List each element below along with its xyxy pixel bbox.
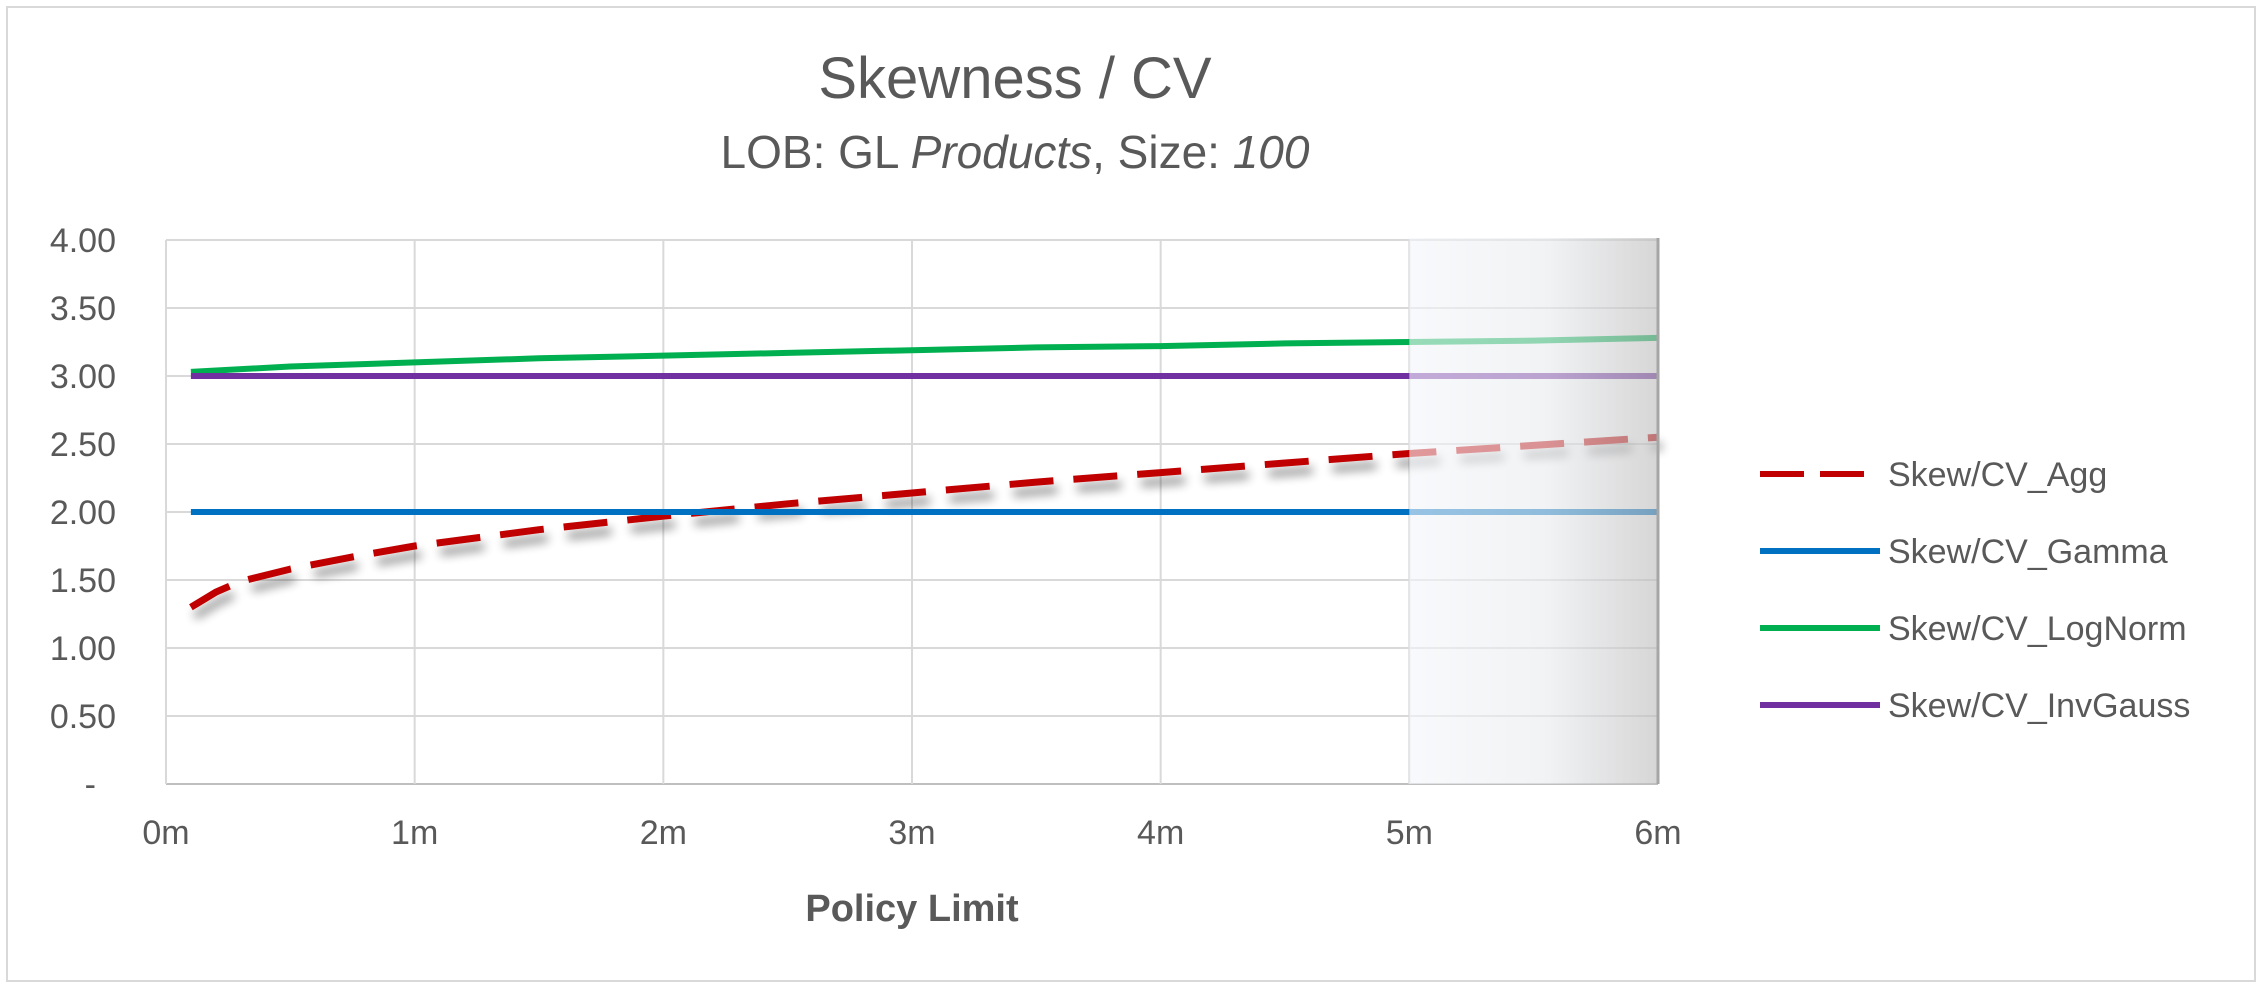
y-tick-label: 1.50 <box>50 562 116 600</box>
y-tick-label: 2.00 <box>50 494 116 532</box>
legend-item: Skew/CV_Agg <box>1760 456 2107 494</box>
chart-title: Skewness / CV <box>818 46 1212 111</box>
y-tick-label: 3.50 <box>50 290 116 328</box>
x-tick-label: 4m <box>1137 814 1184 852</box>
legend-label: Skew/CV_Agg <box>1888 456 2107 494</box>
y-axis-ticks: - 0.50 1.00 1.50 2.00 2.50 3.00 3.50 4.00 <box>50 222 116 804</box>
x-tick-label: 0m <box>142 814 189 852</box>
shaded-region-layer <box>1409 238 1660 784</box>
legend-item: Skew/CV_LogNorm <box>1760 610 2187 648</box>
x-tick-label: 3m <box>888 814 935 852</box>
y-tick-label: 3.00 <box>50 358 116 396</box>
y-tick-label: - <box>85 766 96 804</box>
y-tick-label: 1.00 <box>50 630 116 668</box>
x-axis-ticks: 0m 1m 2m 3m 4m 5m 6m <box>142 814 1681 852</box>
x-tick-label: 1m <box>391 814 438 852</box>
subtitle-part: 100 <box>1233 126 1310 178</box>
subtitle-part: , Size: <box>1092 126 1233 178</box>
subtitle-part: Products <box>911 126 1093 178</box>
legend-item: Skew/CV_InvGauss <box>1760 687 2190 725</box>
series-line-skew-cv-lognorm <box>190 334 1659 375</box>
legend-label: Skew/CV_Gamma <box>1888 533 2168 571</box>
chart-subtitle: LOB: GL Products, Size: 100 <box>721 126 1310 178</box>
x-tick-label: 6m <box>1634 814 1681 852</box>
legend-label: Skew/CV_LogNorm <box>1888 610 2187 648</box>
subtitle-part: LOB: GL <box>721 126 911 178</box>
legend-item: Skew/CV_Gamma <box>1760 533 2168 571</box>
y-tick-label: 0.50 <box>50 698 116 736</box>
legend: Skew/CV_Agg Skew/CV_Gamma Skew/CV_LogNorm S… <box>1760 456 2190 725</box>
chart-svg: Skewness / CV LOB: GL Products, Size: 10… <box>50 46 2191 930</box>
x-axis-title: Policy Limit <box>805 888 1019 930</box>
shaded-region <box>1409 238 1658 784</box>
legend-label: Skew/CV_InvGauss <box>1888 687 2190 725</box>
chart-frame: Skewness / CV LOB: GL Products, Size: 10… <box>6 6 2256 982</box>
x-tick-label: 5m <box>1386 814 1433 852</box>
y-tick-label: 2.50 <box>50 426 116 464</box>
x-tick-label: 2m <box>640 814 687 852</box>
y-tick-label: 4.00 <box>50 222 116 260</box>
